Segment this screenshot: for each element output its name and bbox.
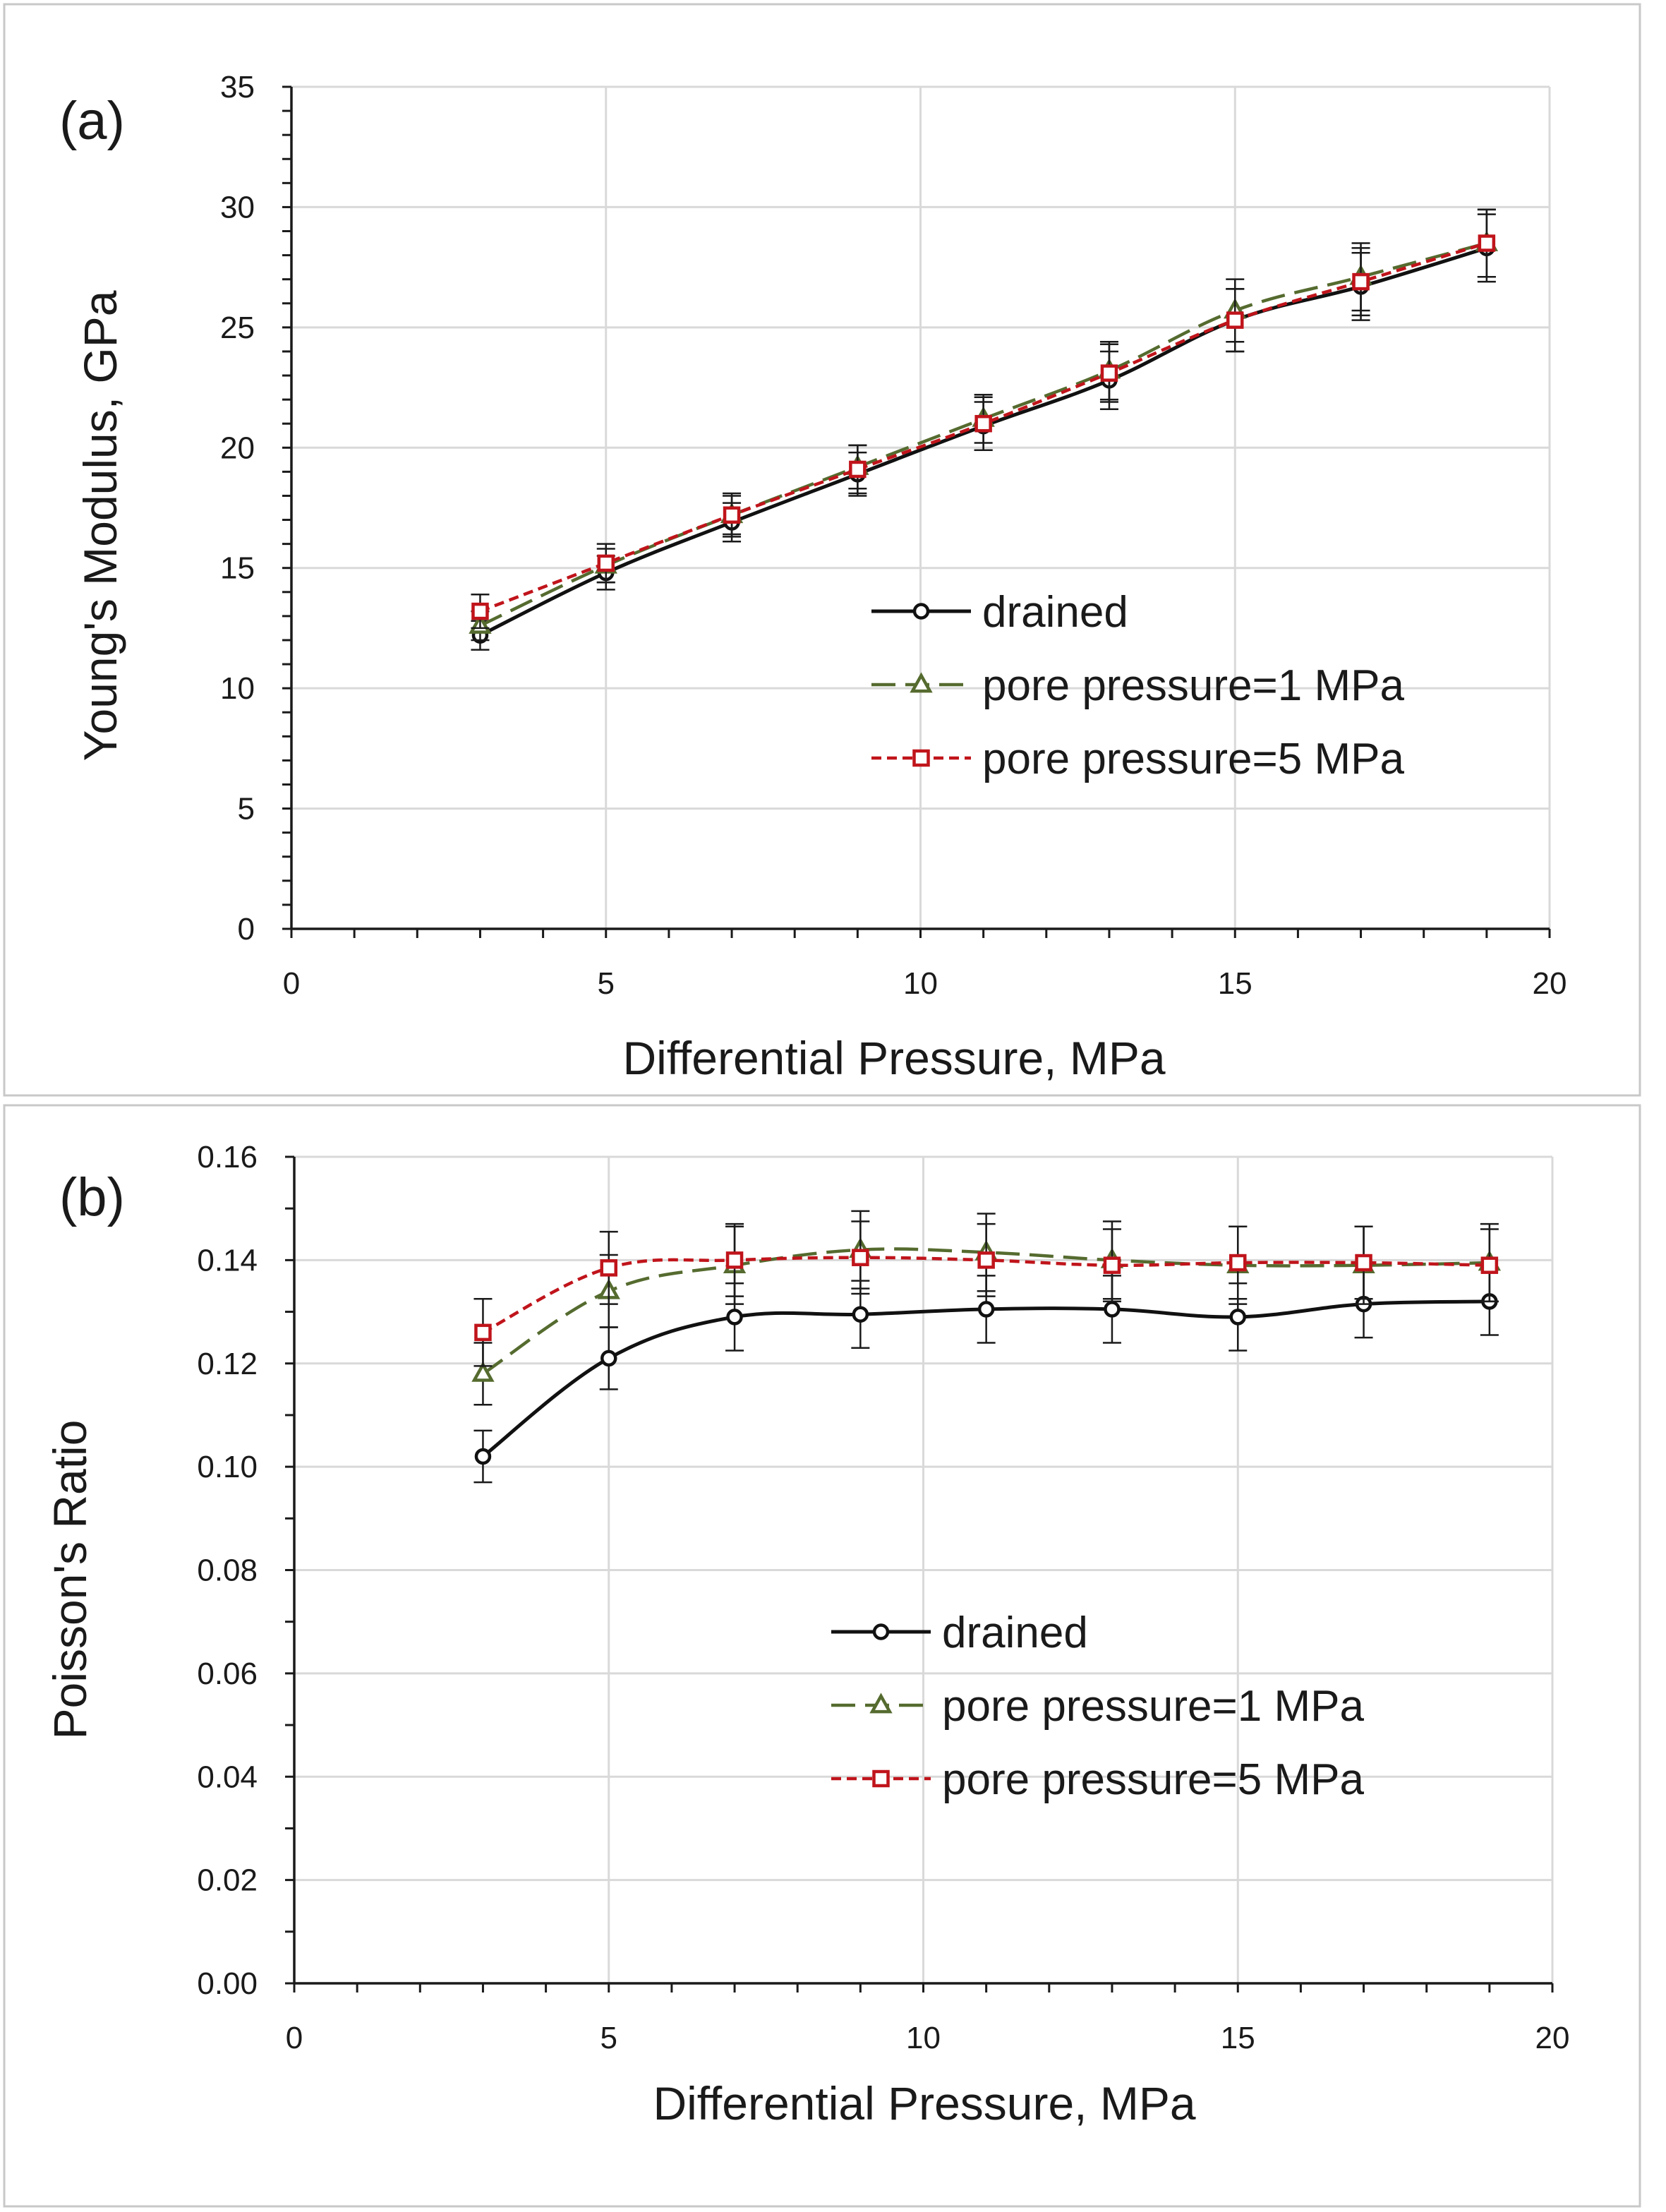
tick-marks bbox=[285, 1155, 1554, 1992]
data-point-marker bbox=[852, 1306, 869, 1323]
y-axis-title: Young's Modulus, GPa bbox=[74, 290, 126, 761]
y-tick-label: 0.10 bbox=[197, 1450, 258, 1484]
legend-marker bbox=[910, 672, 933, 693]
legend-item: pore pressure=5 MPa bbox=[831, 1755, 1364, 1804]
legend-item: drained bbox=[831, 1609, 1088, 1657]
panel-label: (a) bbox=[59, 91, 125, 151]
data-point-marker bbox=[1352, 272, 1370, 291]
legend-item: pore pressure=1 MPa bbox=[831, 1682, 1364, 1731]
y-tick-label: 0.12 bbox=[197, 1347, 258, 1381]
y-tick-label: 0.06 bbox=[197, 1657, 258, 1691]
legend-label: pore pressure=5 MPa bbox=[982, 735, 1404, 783]
data-point-marker bbox=[600, 1350, 617, 1367]
gridlines bbox=[294, 1155, 1554, 1983]
data-point-marker bbox=[725, 1251, 744, 1269]
data-point-marker bbox=[1478, 234, 1496, 252]
x-tick-label: 0 bbox=[286, 2021, 303, 2055]
data-point-marker bbox=[474, 1448, 492, 1465]
legend-marker bbox=[872, 1769, 890, 1788]
legend-marker bbox=[912, 603, 930, 620]
data-point-marker bbox=[723, 506, 741, 524]
data-point-marker bbox=[726, 1309, 743, 1326]
data-point-marker bbox=[471, 602, 489, 620]
y-tick-label: 0 bbox=[238, 912, 255, 946]
x-tick-label: 15 bbox=[1218, 966, 1252, 1001]
y-tick-label: 0.08 bbox=[197, 1553, 258, 1588]
legend-item: pore pressure=1 MPa bbox=[871, 661, 1404, 710]
legend-item: drained bbox=[871, 588, 1128, 637]
legend: drained pore pressure=1 MPa pore pressure=… bbox=[871, 588, 1404, 783]
legend-label: pore pressure=1 MPa bbox=[982, 661, 1404, 710]
series-pore-pressure-5-mpa bbox=[471, 208, 1496, 630]
y-tick-label: 0.04 bbox=[197, 1760, 258, 1794]
x-tick-label: 0 bbox=[283, 966, 300, 1001]
data-point-marker bbox=[1100, 364, 1118, 382]
legend-marker bbox=[872, 1623, 890, 1640]
panel-a-youngs-modulus: 0 5 10 15 20 25 30 35 0 5 10 15 20 Differential Press… bbox=[3, 3, 1641, 1097]
data-point-marker bbox=[1355, 1254, 1372, 1272]
x-tick-label: 15 bbox=[1221, 2021, 1255, 2055]
series-line bbox=[482, 1247, 1490, 1376]
y-tick-label: 0.00 bbox=[197, 1966, 258, 2001]
legend-label: drained bbox=[942, 1609, 1088, 1657]
data-point-marker bbox=[1480, 1256, 1499, 1274]
data-point-marker bbox=[849, 460, 867, 479]
data-point-marker bbox=[1229, 1309, 1246, 1326]
y-tick-label: 15 bbox=[220, 551, 255, 586]
data-point-marker bbox=[474, 1323, 492, 1342]
data-point-marker bbox=[597, 554, 615, 572]
data-point-marker bbox=[600, 1259, 617, 1277]
data-point-marker bbox=[852, 1249, 869, 1266]
x-tick-label: 10 bbox=[906, 2021, 941, 2055]
panel-frame bbox=[3, 3, 1641, 1097]
panel-frame bbox=[3, 1104, 1641, 2208]
data-point-marker bbox=[1229, 1254, 1247, 1272]
legend-label: drained bbox=[982, 588, 1128, 637]
panel-b-poissons-ratio: 0.00 0.02 0.04 0.06 0.08 0.10 0.12 0.14 0.16 0 5 10… bbox=[3, 1104, 1641, 2208]
series-pore-pressure-5-mpa bbox=[473, 1220, 1499, 1367]
y-tick-label: 35 bbox=[220, 70, 255, 104]
x-tick-label: 5 bbox=[600, 2021, 617, 2055]
legend-label: pore pressure=5 MPa bbox=[942, 1755, 1364, 1804]
data-point-marker bbox=[977, 1301, 995, 1318]
y-tick-label: 20 bbox=[220, 431, 255, 465]
x-axis-title: Differential Pressure, MPa bbox=[622, 1032, 1165, 1084]
y-tick-label: 0.02 bbox=[197, 1863, 258, 1898]
y-tick-label: 5 bbox=[238, 792, 255, 827]
legend-marker bbox=[912, 749, 930, 767]
data-point-marker bbox=[977, 1251, 995, 1269]
data-point-marker bbox=[1104, 1301, 1121, 1318]
y-tick-label: 10 bbox=[220, 671, 255, 706]
panel-label: (b) bbox=[59, 1167, 125, 1227]
legend-marker bbox=[869, 1693, 893, 1714]
y-tick-label: 0.16 bbox=[197, 1140, 258, 1174]
x-tick-label: 20 bbox=[1533, 966, 1567, 1001]
data-point-marker bbox=[1226, 311, 1244, 329]
tick-marks bbox=[282, 85, 1551, 938]
data-point-marker bbox=[471, 1361, 495, 1382]
x-tick-label: 20 bbox=[1535, 2021, 1570, 2055]
legend: drained pore pressure=1 MPa pore pressure=… bbox=[831, 1609, 1364, 1804]
x-tick-label: 10 bbox=[903, 966, 938, 1001]
y-tick-label: 25 bbox=[220, 311, 255, 345]
y-axis-title: Poisson's Ratio bbox=[44, 1420, 96, 1740]
legend-label: pore pressure=1 MPa bbox=[942, 1682, 1364, 1731]
gridlines bbox=[291, 85, 1551, 929]
y-tick-label: 30 bbox=[220, 190, 255, 224]
data-point-marker bbox=[1103, 1256, 1121, 1274]
y-tick-label: 0.14 bbox=[197, 1243, 258, 1278]
legend-item: pore pressure=5 MPa bbox=[871, 735, 1404, 783]
x-tick-label: 5 bbox=[598, 966, 615, 1001]
data-point-marker bbox=[974, 414, 992, 433]
x-axis-title: Differential Pressure, MPa bbox=[653, 2077, 1195, 2129]
